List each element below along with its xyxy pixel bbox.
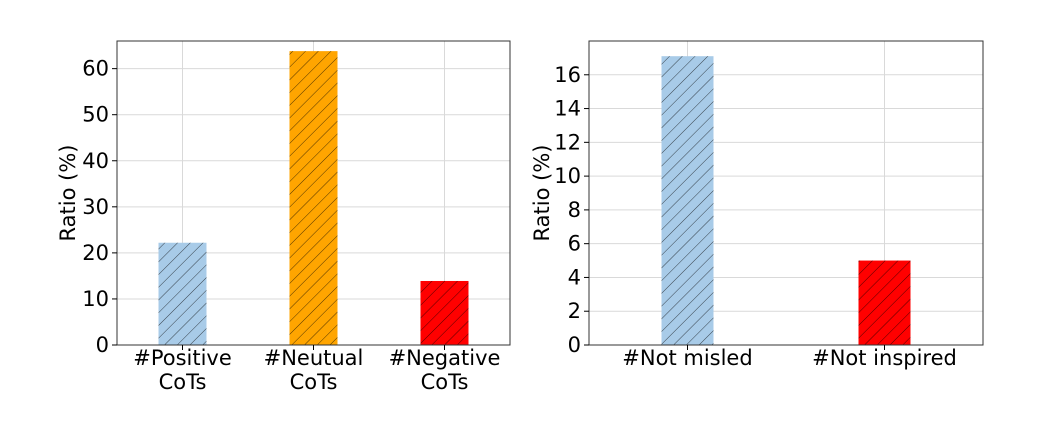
right-chart-panel: 0 2 4 6 8 10 12 14 16 #Not misled #Not inspired Rat… <box>530 40 984 370</box>
y-tick-label: 0 <box>568 333 581 357</box>
bar-hatch <box>289 51 338 346</box>
x-tick-label-line: #Positive <box>133 346 232 370</box>
y-tick-label: 10 <box>82 287 109 311</box>
x-tick-label-line: CoTs <box>421 370 469 394</box>
x-tick-label: #Neutual CoTs <box>264 346 364 394</box>
x-tick-label-line: #Negative <box>389 346 501 370</box>
y-tick-label: 8 <box>568 198 581 222</box>
y-tick-label: 16 <box>554 63 581 87</box>
x-tick-label-line: #Not misled <box>622 346 752 370</box>
bar-hatch <box>158 242 207 345</box>
plot-frame <box>588 40 984 346</box>
x-tick-label-line: CoTs <box>159 370 207 394</box>
x-tick-label: #Negative CoTs <box>389 346 501 394</box>
y-tick-label: 40 <box>82 149 109 173</box>
bar-hatch <box>661 56 714 345</box>
x-tick-label: #Not inspired <box>812 346 957 370</box>
y-tick-label: 50 <box>82 103 109 127</box>
y-tick-label: 14 <box>554 97 581 121</box>
bar-hatch <box>420 280 469 345</box>
x-tick-label: #Positive CoTs <box>133 346 232 394</box>
y-tick-label: 60 <box>82 57 109 81</box>
y-tick-label: 10 <box>554 164 581 188</box>
y-tick-label: 0 <box>96 333 109 357</box>
y-tick-label: 30 <box>82 195 109 219</box>
y-tick-label: 12 <box>554 130 581 154</box>
x-tick-label-line: #Not inspired <box>812 346 957 370</box>
y-axis-label: Ratio (%) <box>56 145 80 242</box>
y-axis-label: Ratio (%) <box>530 145 554 242</box>
x-tick-label: #Not misled <box>622 346 752 370</box>
x-tick-label-line: CoTs <box>290 370 338 394</box>
bar-hatch <box>858 260 911 345</box>
y-tick-label: 6 <box>568 232 581 256</box>
y-tick-label: 20 <box>82 241 109 265</box>
x-tick-label-line: #Neutual <box>264 346 364 370</box>
y-tick-label: 4 <box>568 265 581 289</box>
y-tick-label: 2 <box>568 299 581 323</box>
